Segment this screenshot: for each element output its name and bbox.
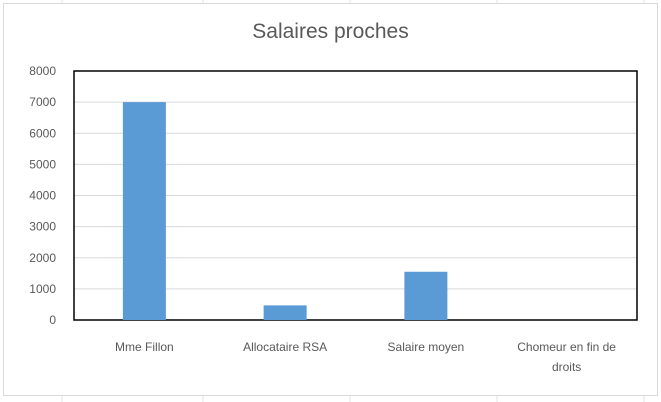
y-tick-label: 4000: [29, 189, 56, 203]
y-tick-label: 1000: [29, 282, 56, 296]
x-category-label: Mme Fillon: [115, 340, 174, 354]
bar[interactable]: [122, 102, 166, 320]
y-tick-label: 5000: [29, 157, 56, 171]
y-tick-label: 2000: [29, 251, 56, 265]
x-category-label: Allocataire RSA: [243, 340, 327, 354]
y-axis-ticks: 0 1000 2000 3000 4000 5000 6000 7000 8000: [29, 64, 56, 327]
x-axis-categories: Mme Fillon Allocataire RSA Salaire moyen Ch…: [115, 340, 616, 374]
y-tick-label: 8000: [29, 64, 56, 78]
bar[interactable]: [404, 271, 448, 320]
chart-area[interactable]: [3, 3, 658, 396]
y-tick-label: 3000: [29, 220, 56, 234]
y-tick-label: 6000: [29, 126, 56, 140]
y-tick-label: 7000: [29, 95, 56, 109]
x-category-label: droits: [552, 360, 581, 374]
y-tick-label: 0: [49, 313, 56, 327]
x-category-label: Chomeur en fin de: [517, 340, 616, 354]
chart-title: Salaires proches: [252, 20, 409, 43]
bar[interactable]: [263, 305, 307, 320]
bars: [122, 102, 448, 320]
x-category-label: Salaire moyen: [388, 340, 465, 354]
plot-area-border: [73, 70, 638, 321]
